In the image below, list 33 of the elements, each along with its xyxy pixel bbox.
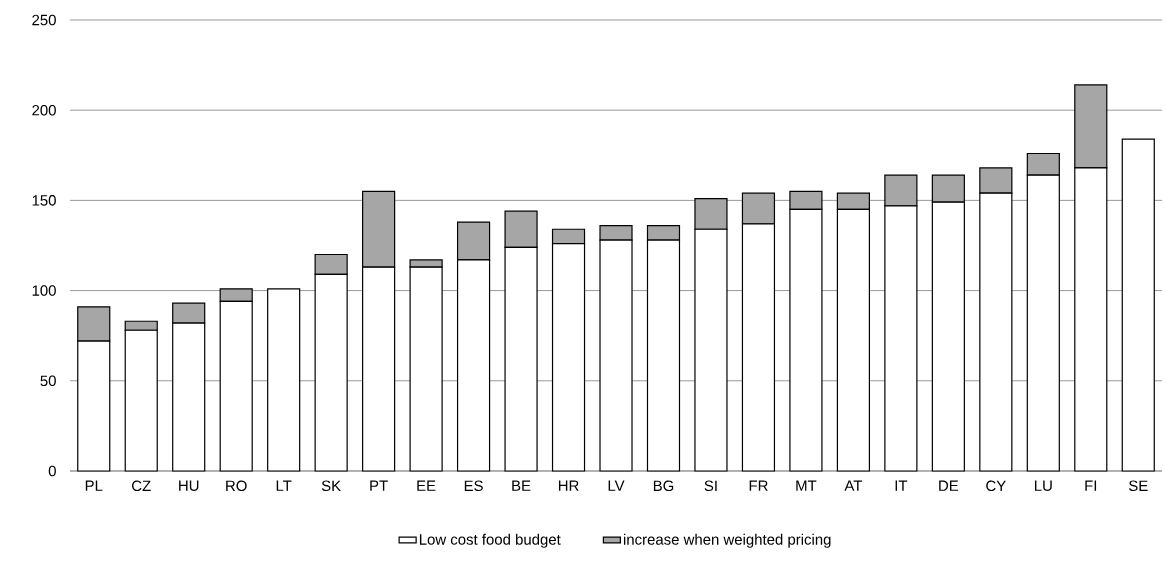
- bar: [1121, 138, 1155, 472]
- x-tick-label: FI: [1085, 480, 1097, 491]
- x-tick-label: EE: [417, 480, 436, 491]
- x-tick-label: ES: [464, 480, 483, 492]
- x-tick-label: LU: [1034, 480, 1052, 491]
- x-tick-label: HR: [558, 480, 579, 491]
- y-tick-label: 250: [32, 14, 56, 26]
- bar: [267, 288, 301, 472]
- y-tick-label: 200: [32, 104, 56, 116]
- x-tick-label: LT: [276, 480, 292, 491]
- legend-label: increase when weighted pricing: [623, 533, 831, 548]
- x-tick-label: DE: [939, 480, 959, 491]
- x-tick-label: SE: [1128, 480, 1148, 492]
- x-tick-label: BG: [653, 480, 674, 492]
- x-tick-label: CY: [986, 480, 1006, 492]
- x-tick-label: SK: [321, 480, 341, 492]
- x-tick-label: IT: [895, 480, 908, 491]
- x-tick-label: MT: [796, 480, 817, 491]
- x-tick-label: LV: [608, 480, 625, 491]
- x-tick-label: HU: [179, 480, 199, 491]
- x-tick-label: BE: [512, 480, 531, 491]
- x-tick-label: RO: [226, 480, 247, 492]
- x-tick-label: FR: [749, 480, 768, 491]
- y-tick-label: 50: [40, 375, 56, 387]
- x-tick-label: PL: [85, 480, 103, 491]
- x-tick-label: AT: [844, 480, 863, 491]
- x-tick-label: CZ: [132, 480, 151, 492]
- y-tick-label: 150: [32, 195, 56, 206]
- x-tick-label: PT: [370, 480, 388, 491]
- legend-label: Low cost food budget: [419, 533, 561, 548]
- y-tick-label: 100: [32, 285, 56, 296]
- y-tick-label: 0: [48, 465, 56, 477]
- x-tick-label: SI: [704, 480, 717, 492]
